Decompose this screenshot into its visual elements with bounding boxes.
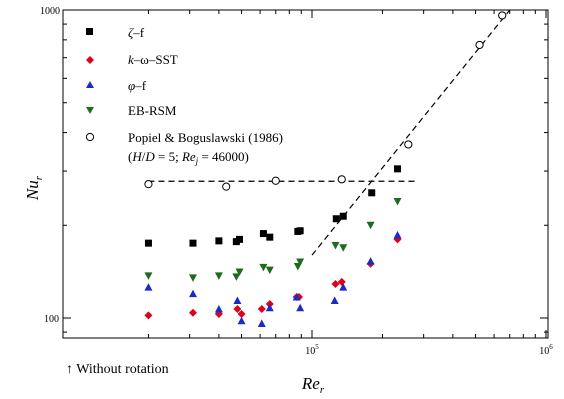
legend-marker-popiel	[85, 132, 95, 142]
data-point-circle	[404, 140, 413, 149]
data-marks	[144, 11, 507, 327]
data-point-circle	[144, 180, 153, 189]
y-axis-label: Nur	[23, 175, 45, 201]
data-point-square	[259, 230, 267, 238]
data-point-triangle-up	[330, 296, 339, 304]
data-point-triangle-up	[144, 283, 153, 291]
without-rotation-annotation: ↑ Without rotation	[66, 362, 169, 377]
data-point-circle	[222, 182, 231, 191]
data-point-square	[236, 235, 244, 243]
data-point-triangle-down	[366, 221, 375, 230]
data-point-triangle-up	[237, 316, 246, 325]
series-square	[144, 165, 402, 247]
data-point-square	[266, 233, 274, 241]
data-point-triangle-down	[339, 244, 348, 252]
data-point-triangle-down	[331, 241, 340, 250]
legend-label-k-omega-sst: k–ω–SST	[128, 52, 178, 67]
data-point-square	[332, 215, 340, 223]
series-diamond	[144, 235, 402, 320]
data-point-triangle-up	[233, 296, 242, 304]
data-point-diamond	[331, 279, 340, 288]
x-tick-label-1e5: 105	[305, 343, 319, 357]
series-circle	[144, 11, 507, 191]
data-point-triangle-up	[292, 292, 301, 301]
data-point-diamond	[144, 311, 153, 320]
legend-label-eb-rsm: EB-RSM	[128, 103, 177, 118]
data-point-circle	[498, 11, 507, 20]
data-point-triangle-up	[393, 230, 402, 239]
data-point-triangle-down	[232, 273, 241, 281]
data-point-triangle-down	[393, 197, 402, 206]
legend: ζ–f k–ω–SST φ–f EB-RSM Popiel & Boguslaw…	[85, 25, 283, 166]
data-point-triangle-down	[265, 266, 274, 275]
data-point-square	[215, 237, 223, 245]
legend-label-popiel-line2: (H/D = 5; Rej = 46000)	[128, 149, 249, 166]
data-point-triangle-down	[235, 268, 244, 277]
data-point-diamond	[237, 310, 246, 319]
data-point-circle	[475, 40, 484, 50]
data-point-diamond	[337, 277, 346, 286]
data-point-triangle-up	[188, 289, 197, 298]
x-axis-label: Rer	[301, 374, 325, 396]
data-point-square	[339, 212, 347, 220]
y-tick-label-100: 100	[44, 314, 59, 325]
legend-label-zeta-f: ζ–f	[128, 25, 145, 40]
data-point-diamond	[257, 304, 266, 313]
data-point-circle	[271, 176, 280, 185]
plot-frame	[62, 9, 549, 339]
data-point-triangle-up	[296, 303, 305, 312]
y-tick-label-1000: 1000	[40, 6, 60, 17]
data-point-triangle-down	[259, 263, 268, 272]
data-point-diamond	[188, 308, 197, 317]
legend-marker-phi-f	[86, 81, 94, 88]
data-point-triangle-up	[339, 283, 348, 291]
data-point-triangle-down	[144, 272, 153, 280]
series-triangle-down	[144, 197, 402, 282]
data-point-square	[368, 189, 376, 197]
legend-marker-eb-rsm	[86, 107, 94, 114]
data-point-square	[189, 239, 197, 247]
data-point-circle	[337, 175, 346, 184]
data-point-triangle-up	[265, 303, 274, 312]
data-point-triangle-down	[188, 274, 197, 282]
data-point-square	[144, 239, 152, 247]
data-point-triangle-down	[296, 258, 305, 266]
legend-label-phi-f: φ–f	[128, 78, 147, 93]
data-point-square	[296, 227, 304, 235]
legend-marker-zeta-f	[86, 28, 93, 35]
series-triangle-up	[144, 230, 402, 327]
data-point-triangle-up	[366, 257, 375, 265]
axis-ticks	[63, 9, 548, 338]
data-point-square	[394, 165, 402, 173]
legend-marker-k-omega-sst	[86, 56, 94, 64]
data-point-triangle-up	[257, 319, 266, 327]
x-tick-label-1e6: 106	[539, 343, 553, 357]
legend-label-popiel-line1: Popiel & Boguslawski (1986)	[128, 130, 283, 145]
data-point-diamond	[233, 304, 242, 313]
data-point-triangle-up	[214, 304, 223, 313]
data-point-triangle-down	[214, 272, 223, 280]
